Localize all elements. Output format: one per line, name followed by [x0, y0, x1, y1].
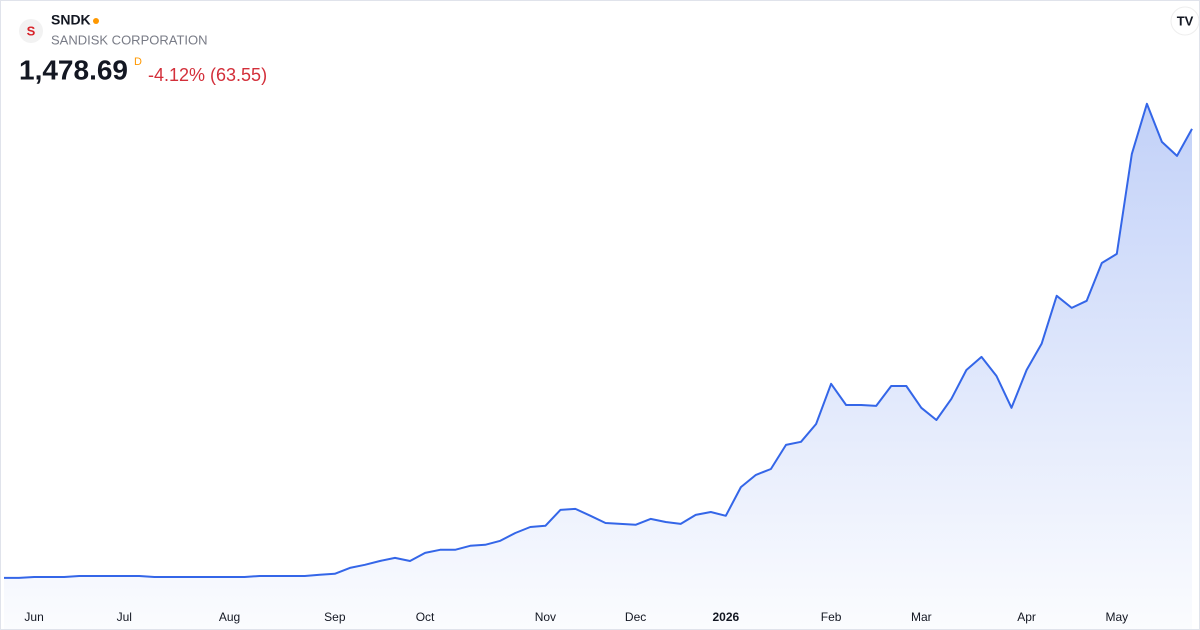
company-name: SANDISK CORPORATION — [51, 32, 208, 47]
svg-text:TV: TV — [1177, 13, 1194, 28]
price-line — [4, 102, 1193, 579]
symbol: SNDK — [51, 12, 91, 28]
logo: S — [19, 19, 43, 43]
x-tick-label: Oct — [416, 610, 435, 624]
price-change: -4.12% (63.55) — [148, 65, 267, 85]
x-tick-label: Sep — [324, 610, 346, 624]
interval: D — [134, 56, 142, 68]
svg-text:S: S — [27, 23, 36, 38]
last-price: 1,478.69 — [19, 54, 128, 85]
tv-logo: TV — [1170, 6, 1199, 36]
x-tick-label: Mar — [911, 610, 932, 624]
x-tick-label: Aug — [219, 610, 240, 624]
x-tick-label: Jul — [117, 610, 132, 624]
x-tick-label: Nov — [535, 610, 556, 624]
status-dot — [93, 18, 99, 24]
x-tick-label: May — [1105, 610, 1128, 624]
area-fill — [4, 103, 1192, 629]
x-tick-label: Feb — [821, 610, 842, 624]
x-tick-label: Dec — [625, 610, 646, 624]
x-tick-label: Apr — [1017, 610, 1036, 624]
x-tick-label: 2026 — [712, 610, 739, 624]
x-tick-label: Jun — [24, 610, 43, 624]
